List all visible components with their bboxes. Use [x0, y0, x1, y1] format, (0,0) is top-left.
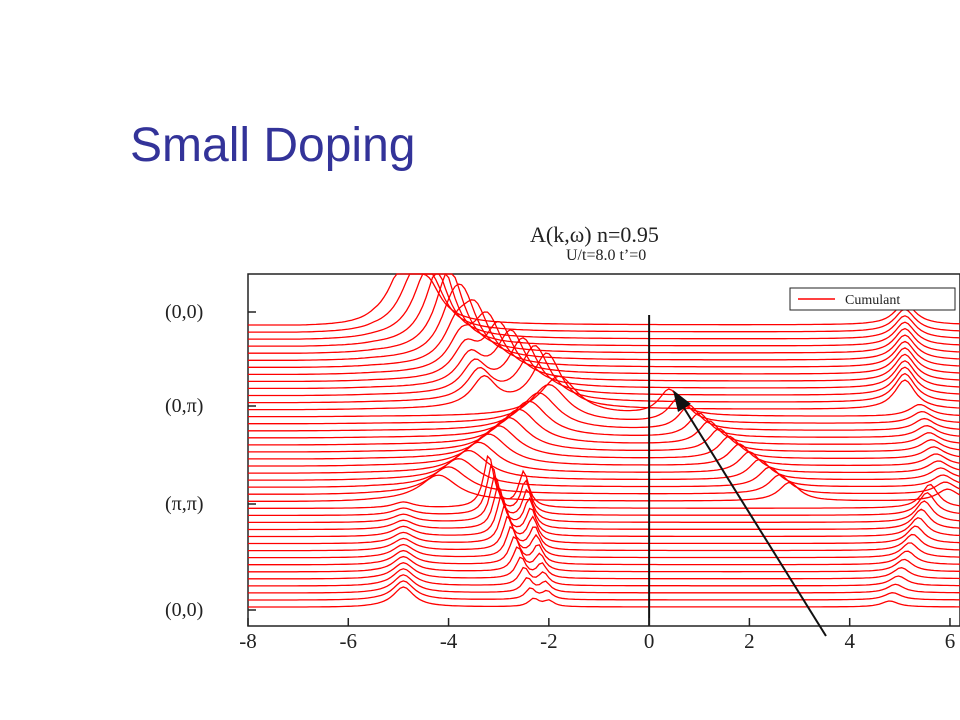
k-point-label: (0,0) — [165, 301, 203, 323]
chart-title: A(k,ω) n=0.95 — [530, 222, 659, 247]
spectral-curve — [248, 320, 960, 383]
x-tick-label: -4 — [440, 629, 458, 653]
x-axis-ticks: -8 -6 -4 -2 0 2 4 6 — [239, 618, 955, 653]
x-tick-label: 4 — [844, 629, 855, 653]
spectral-curve — [248, 345, 960, 404]
k-path-labels: (0,0) (0,π) (π,π) (0,0) — [165, 301, 256, 621]
spectral-curve — [248, 525, 960, 559]
spectral-curve — [248, 495, 960, 538]
spectral-curve — [248, 485, 960, 531]
x-tick-label: -6 — [340, 629, 358, 653]
spectral-curve — [248, 465, 960, 517]
spectral-curve — [248, 574, 960, 594]
x-tick-label: -8 — [239, 629, 257, 653]
spectral-curve — [248, 441, 960, 474]
spectral-curve — [248, 375, 960, 418]
spectral-curve — [248, 299, 960, 368]
spectral-curve — [248, 417, 960, 453]
spectral-curve — [248, 475, 960, 524]
spectral-curve — [248, 392, 960, 432]
spectral-curve — [248, 536, 960, 566]
spectral-curve — [248, 408, 960, 446]
spectral-curve — [248, 566, 960, 587]
spectral-curves — [248, 273, 960, 608]
x-tick-label: 2 — [744, 629, 755, 653]
legend: Cumulant — [789, 287, 956, 311]
spectral-curve — [248, 273, 960, 347]
spectral-curve — [248, 466, 960, 495]
spectral-curve — [248, 273, 960, 326]
spectral-curve — [248, 383, 960, 425]
spectral-curve — [248, 337, 960, 397]
arrow-head — [673, 390, 691, 412]
spectral-curve — [248, 580, 960, 601]
arrow-shaft — [678, 399, 827, 637]
spectral-curve — [248, 454, 960, 509]
spectral-curve — [248, 515, 960, 552]
spectral-curve — [248, 273, 960, 354]
spectral-curve — [248, 449, 960, 481]
spectral-curve — [248, 556, 960, 580]
slide-title: Small Doping — [130, 119, 416, 172]
plot-frame — [247, 273, 960, 627]
spectral-curve — [248, 311, 960, 376]
spectral-curve — [248, 352, 960, 411]
spectral-curve — [248, 546, 960, 573]
spectral-curve — [248, 458, 960, 488]
spectral-curve — [248, 505, 960, 545]
spectral-curve — [248, 425, 960, 460]
k-point-label: (π,π) — [165, 493, 204, 515]
spectral-curve — [248, 433, 960, 467]
chart-subtitle: U/t=8.0 t’=0 — [566, 247, 647, 264]
spectral-curve — [248, 400, 960, 439]
spectral-curve — [248, 273, 960, 340]
k-point-label: (0,0) — [165, 599, 203, 621]
spectral-curve — [248, 283, 960, 361]
x-tick-label: -2 — [540, 629, 558, 653]
x-tick-label: 0 — [644, 629, 655, 653]
legend-label: Cumulant — [845, 293, 900, 308]
k-point-label: (0,π) — [165, 395, 203, 417]
spectral-curve — [248, 273, 960, 333]
x-tick-label: 6 — [945, 629, 956, 653]
spectral-curve — [248, 329, 960, 390]
spectral-curve — [248, 474, 960, 502]
legend-box — [789, 287, 956, 311]
annotation-arrow — [673, 390, 827, 637]
spectral-curve — [248, 586, 960, 608]
